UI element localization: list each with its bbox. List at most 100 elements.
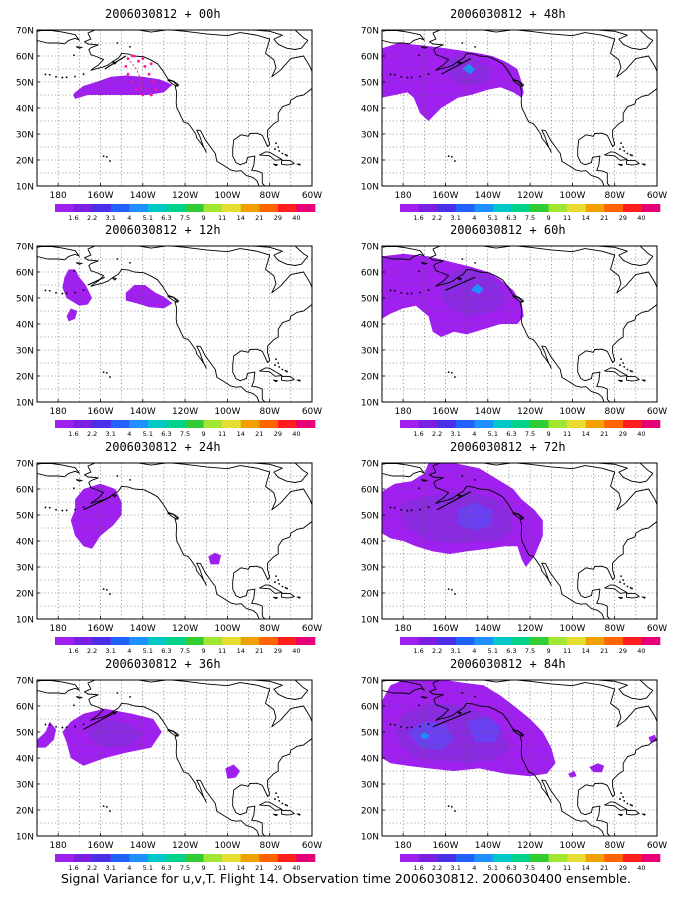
colorbar-swatch (418, 637, 438, 645)
lon-tick-label: 60W (302, 407, 322, 417)
colorbar-label: 11 (218, 647, 226, 655)
lon-tick-label: 180 (395, 841, 412, 851)
colorbar-swatch (400, 420, 419, 428)
lat-tick-label: 60N (361, 269, 379, 279)
map-area (37, 246, 312, 402)
colorbar-swatch (259, 204, 279, 212)
island (278, 800, 281, 802)
island (286, 804, 288, 807)
island (419, 508, 421, 511)
flight-track (432, 710, 472, 728)
colorbar-label: 11 (563, 647, 571, 655)
lat-tick-label: 70N (361, 243, 379, 253)
map-panel-2: 10N 20N 30N 40N 50N 60N 70N 180 160W 140W 120W 100W… (16, 460, 322, 656)
colorbar-label: 11 (563, 864, 571, 872)
observation-point (124, 65, 128, 68)
colorbar-swatch (622, 420, 642, 428)
island (61, 76, 64, 79)
island (406, 509, 409, 512)
coastline (281, 159, 295, 166)
colorbar-swatch (530, 420, 549, 428)
lon-tick-label: 60W (302, 191, 322, 201)
lat-tick-label: 30N (16, 131, 34, 141)
lon-tick-label: 180 (395, 191, 412, 201)
lat-tick-label: 30N (16, 347, 34, 357)
colorbar-label: 9 (547, 430, 551, 438)
colorbar-swatch (474, 637, 494, 645)
lon-tick-label: 120W (517, 624, 543, 634)
island (419, 75, 421, 78)
colorbar-label: 9 (547, 864, 551, 872)
colorbar-swatch (129, 420, 149, 428)
colorbar-swatch (530, 854, 549, 862)
colorbar-swatch (166, 854, 186, 862)
coastline (111, 61, 117, 65)
colorbar-label: 21 (255, 647, 263, 655)
island (622, 362, 625, 364)
island (619, 798, 621, 800)
colorbar-label: 7.5 (180, 430, 190, 438)
lat-tick-label: 10N (361, 616, 379, 626)
colorbar-swatch (92, 637, 112, 645)
colorbar-label: 6.3 (161, 647, 171, 655)
island (393, 506, 396, 509)
lat-tick-label: 70N (16, 27, 34, 37)
lon-tick-label: 160W (432, 191, 458, 201)
coastline (75, 262, 83, 265)
colorbar-swatch (455, 420, 475, 428)
flight-track (87, 276, 105, 286)
lat-tick-label: 50N (16, 79, 34, 89)
island (427, 73, 430, 76)
colorbar-label: 14 (237, 864, 245, 872)
coastline (604, 584, 628, 594)
colorbar-label: 14 (237, 430, 245, 438)
island (278, 150, 281, 152)
island (461, 475, 464, 477)
lat-tick-label: 10N (361, 183, 379, 193)
island (65, 509, 68, 512)
colorbar-swatch (400, 854, 419, 862)
coastline (456, 61, 462, 65)
coastline (456, 277, 462, 281)
island (55, 291, 57, 294)
island (410, 509, 413, 512)
colorbar-swatch (259, 420, 279, 428)
colorbar-swatch (604, 637, 624, 645)
colorbar-swatch (474, 204, 494, 212)
colorbar-swatch (92, 420, 112, 428)
colorbar-label: 40 (292, 864, 300, 872)
colorbar-label: 5.1 (488, 864, 498, 872)
lon-tick-label: 160W (432, 407, 458, 417)
island (626, 585, 629, 588)
island (74, 291, 76, 294)
map-panel-1: 10N 20N 30N 40N 50N 60N 70N 180 160W 140W 120W 100W… (16, 243, 322, 439)
colorbar-swatch (548, 420, 568, 428)
lat-tick-label: 50N (361, 512, 379, 522)
colorbar-label: 3.1 (451, 214, 461, 222)
lat-tick-label: 30N (361, 781, 379, 791)
colorbar: 1.6 2.2 3.1 4 5.1 6.3 7.5 9 11 14 21 29 40 (55, 854, 316, 872)
coastline (273, 379, 278, 383)
coastline (281, 375, 295, 382)
colorbar-swatch (492, 204, 512, 212)
colorbar-swatch (492, 420, 512, 428)
island (48, 723, 51, 726)
island (410, 726, 413, 729)
island (631, 154, 633, 157)
colorbar-label: 1.6 (413, 430, 423, 438)
colorbar-label: 40 (292, 214, 300, 222)
lat-tick-label: 20N (16, 157, 34, 167)
colorbar-label: 14 (582, 647, 590, 655)
lat-tick-label: 20N (16, 590, 34, 600)
colorbar-swatch (277, 420, 297, 428)
island (74, 75, 76, 78)
island (44, 73, 47, 76)
colorbar-swatch (147, 204, 167, 212)
island (65, 292, 68, 295)
colorbar-label: 3.1 (106, 647, 116, 655)
lat-tick-label: 40N (16, 755, 34, 765)
island (419, 291, 421, 294)
lon-tick-label: 100W (559, 191, 585, 201)
colorbar-swatch (222, 420, 242, 428)
lon-tick-label: 80W (605, 407, 625, 417)
